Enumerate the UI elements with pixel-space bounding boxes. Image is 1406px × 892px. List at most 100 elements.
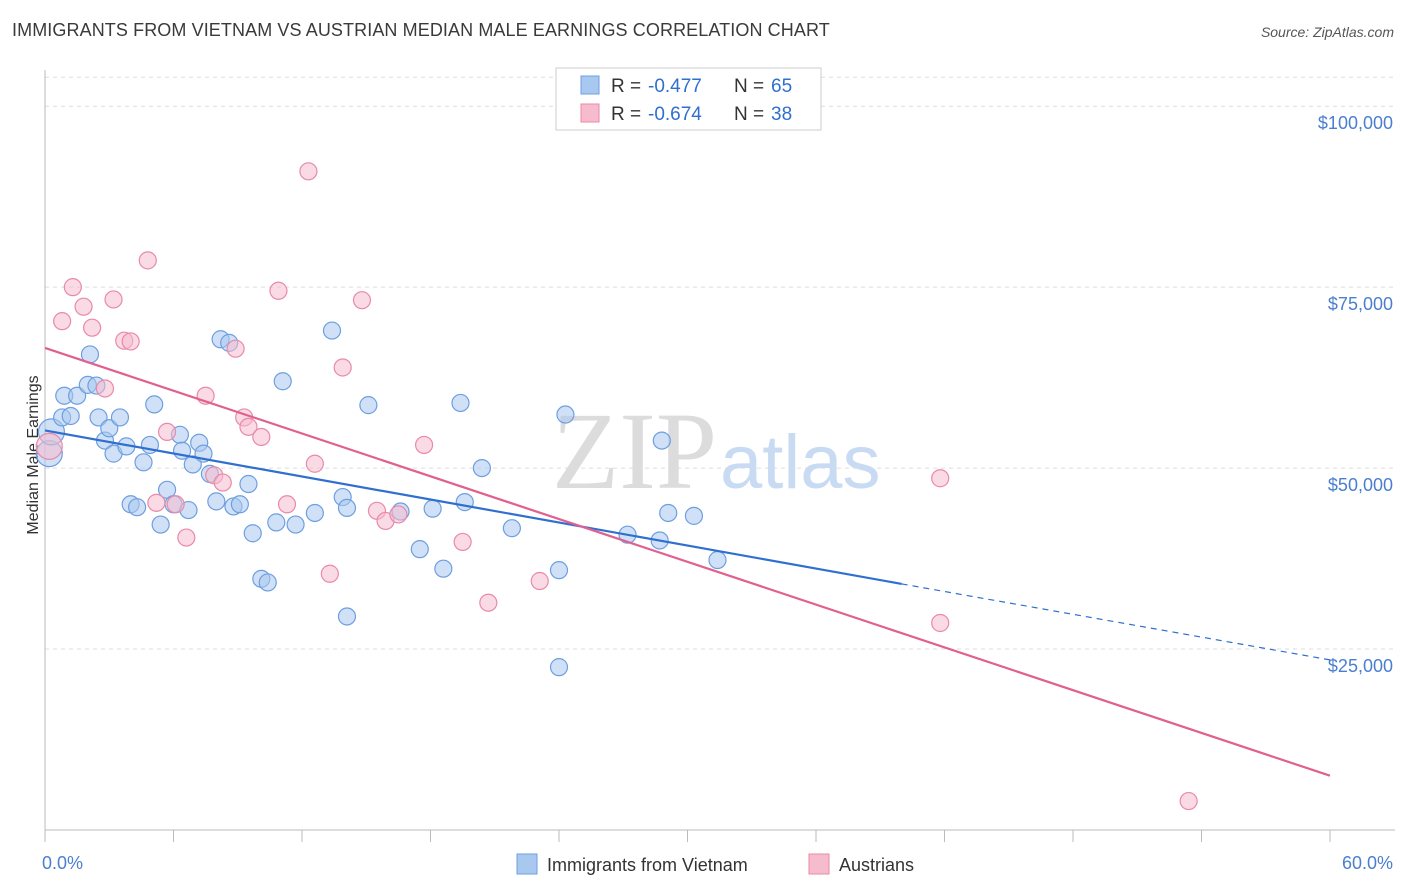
austrians-point-9 [138,251,157,270]
austrians-point-37 [1179,791,1198,811]
austrians-point-33 [479,593,498,612]
vietnam-point-20 [151,515,170,534]
bottom-legend-label-austrians: Austrians [839,855,914,875]
austrians-point-32 [453,532,472,552]
trend-lines [44,346,1331,777]
vietnam-point-9 [89,408,108,427]
bottom-legend-swatch-austrians [808,853,830,875]
austrians-point-22 [277,495,297,514]
legend-r-label-pink: R = [611,104,641,125]
vietnam-point-34 [230,495,249,514]
vietnam-point-55 [502,519,521,538]
legend-n-value-pink: 38 [771,104,792,125]
vietnam-point-61 [652,431,671,450]
austrians-point-23 [299,162,318,181]
legend-n-label-pink: N = [734,104,764,125]
vietnam-point-58 [556,405,575,424]
vietnam-point-47 [359,396,378,415]
vietnam-point-56 [549,561,569,580]
vietnam-point-64 [708,550,727,570]
watermark-zip: ZIP [552,390,717,512]
vietnam-point-51 [434,559,453,578]
legend-n-label-blue: N = [734,76,764,97]
austrians-point-10 [147,493,166,512]
vietnam-point-63 [684,506,704,525]
austrians-point-24 [305,454,324,473]
vietnam-point-5 [68,386,87,405]
vietnam-point-57 [549,658,569,677]
austrians-point-3 [74,297,93,316]
austrians-point-1 [53,312,72,331]
vietnam-point-50 [423,499,442,518]
trend-line-vietnam [44,429,902,585]
vietnam-point-36 [243,524,262,543]
series-austrians-points [35,162,1198,811]
trend-line-vietnam-extension [901,583,1331,661]
vietnam-point-53 [455,493,474,512]
vietnam-point-13 [110,408,130,427]
vietnam-point-4 [61,406,80,426]
y-tick-label-2: $75,000 [1328,294,1393,314]
austrians-point-25 [320,564,339,583]
austrians-point-35 [931,613,950,633]
vietnam-point-41 [286,515,305,534]
vietnam-point-43 [322,321,342,340]
austrians-point-6 [104,290,123,309]
austrians-point-20 [252,427,271,447]
y-axis-label: Median Male Earnings [25,375,42,534]
legend-swatch-blue [580,75,600,95]
austrians-point-13 [177,528,196,547]
watermark: ZIP atlas [552,390,881,512]
austrians-point-4 [83,318,102,337]
vietnam-point-54 [472,458,491,478]
austrians-point-16 [213,473,232,492]
austrians-point-8 [121,332,140,351]
vietnam-point-16 [127,498,147,517]
source-label: Source: ZipAtlas.com [1260,24,1394,40]
legend-r-value-blue: -0.477 [648,76,702,97]
stats-legend-box [555,67,822,131]
austrians-point-0 [35,432,63,460]
bottom-legend-label-vietnam: Immigrants from Vietnam [547,855,748,875]
vietnam-point-19 [145,395,164,414]
y-tick-label-0: $25,000 [1328,656,1393,676]
vietnam-point-39 [267,513,286,532]
watermark-atlas: atlas [720,420,881,505]
trend-line-austrians [44,346,1331,777]
austrians-point-12 [166,495,185,514]
vietnam-point-38 [258,573,277,592]
vietnam-point-42 [305,503,324,523]
austrians-point-2 [63,278,82,297]
austrians-point-5 [95,379,115,398]
vietnam-point-35 [239,474,258,494]
y-tick-label-1: $50,000 [1328,475,1393,495]
vietnam-point-62 [659,503,678,523]
vietnam-point-46 [337,607,357,626]
austrians-point-27 [352,291,372,310]
legend-swatch-pink [580,103,600,123]
vietnam-point-11 [100,419,119,438]
vietnam-point-40 [273,372,292,391]
x-tick-label-0: 0.0% [42,853,83,873]
legend-r-value-pink: -0.674 [648,104,702,125]
austrians-point-26 [333,358,352,377]
stats-legend: R = -0.477 N = 65 R = -0.674 N = 38 [555,67,822,131]
x-tick-label-1: 60.0% [1342,853,1393,873]
austrians-point-17 [226,339,245,358]
austrians-point-11 [157,422,177,442]
austrians-point-21 [269,281,288,300]
bottom-legend-swatch-vietnam [516,853,538,875]
vietnam-point-30 [207,492,226,511]
bottom-legend: Immigrants from Vietnam Austrians [516,853,914,875]
austrians-point-36 [931,469,950,488]
tick-labels: $25,000 $50,000 $75,000 $100,000 0.0% 60.0% [42,113,1393,873]
austrians-point-34 [530,571,549,591]
chart-title: IMMIGRANTS FROM VIETNAM VS AUSTRIAN MEDI… [12,20,830,40]
legend-r-label-blue: R = [611,76,641,97]
austrians-point-19 [239,417,258,436]
austrians-point-31 [414,435,434,455]
vietnam-point-45 [337,498,357,518]
vietnam-point-17 [134,453,153,472]
y-tick-label-3: $100,000 [1318,113,1393,133]
